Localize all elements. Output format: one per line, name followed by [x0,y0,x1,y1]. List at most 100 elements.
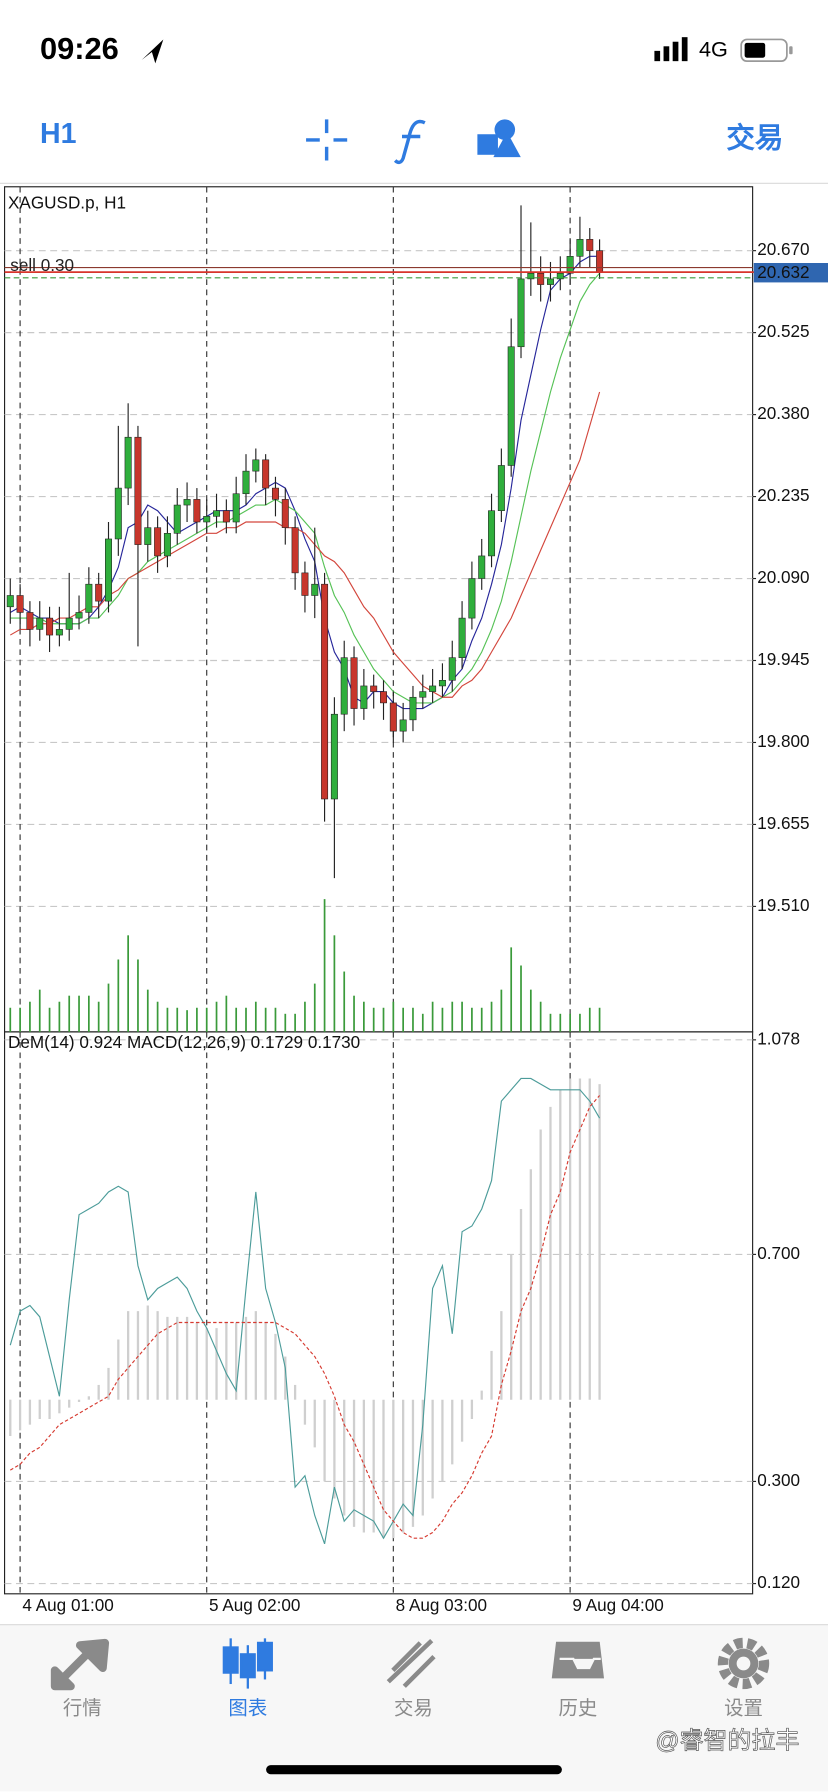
candle-body [193,499,201,523]
y-tick-label: 20.670 [757,239,809,259]
y-tick-label: 0.120 [757,1572,800,1592]
candle-body [6,595,14,608]
bid-label-box [753,262,828,283]
candle-body [566,256,574,274]
nav-icon-history[interactable] [549,1639,607,1681]
candle-body [340,657,348,715]
candle-body [330,713,338,800]
nav-icon-chart[interactable] [222,1638,273,1689]
plot-layer: 20.670 20.525 20.380 20.235 20.090 19.945 19.8… [4,186,828,1615]
candle-body [95,583,103,602]
network-label: 4G [699,37,728,62]
y-tick-label: 20.235 [757,485,809,505]
signal-line [9,1095,601,1539]
candle-body [488,510,496,557]
home-indicator [266,1765,562,1775]
nav-icon-trade[interactable] [386,1638,436,1688]
y-tick-label: 19.800 [757,731,809,751]
nav-label[interactable]: 行情 [63,1697,102,1719]
candle-body [301,572,309,596]
crosshair-button[interactable] [306,119,348,161]
candle-body [389,702,397,732]
x-tick-label: 8 Aug 03:00 [396,1595,487,1615]
candle-body [262,459,270,489]
candle-body [291,527,299,574]
candle-body [134,436,142,545]
y-tick-label: 1.078 [757,1028,800,1048]
status-time: 09:26 [40,31,119,66]
candle-body [183,499,191,506]
candle-body [517,278,525,348]
candle-body [36,617,44,630]
candle-body [546,278,554,285]
battery-icon [740,38,793,63]
y-tick-label: 20.525 [757,321,809,341]
y-tick-label: 0.300 [757,1470,800,1490]
price-pane-frame [3,186,754,1033]
candle-body [46,617,54,636]
y-tick-label: 0.700 [757,1243,800,1263]
y-tick-label: 20.090 [757,567,809,587]
candle-body [537,272,545,285]
x-tick-label: 9 Aug 04:00 [572,1595,663,1615]
objects-button[interactable] [477,119,521,158]
candle-body [497,465,505,511]
candle-body [586,239,594,251]
candle-body [105,538,112,602]
candle-body [507,346,515,466]
candle-body [252,459,260,472]
candle-body [468,578,476,619]
candle-body [429,685,437,692]
nav-bar [0,1624,828,1792]
nav-label[interactable]: 图表 [228,1697,267,1719]
candle-body [203,516,211,523]
candle-body [222,510,230,523]
candle-body [144,527,152,545]
candle-body [576,239,584,257]
candle-body [55,629,63,636]
nav-label[interactable]: 设置 [724,1697,763,1719]
indicators-button[interactable] [393,119,426,165]
nav-label[interactable]: 交易 [394,1697,433,1719]
candle-body [154,527,162,557]
candle-body [281,499,289,528]
candle-body [360,685,368,709]
candle-body [596,250,604,273]
candle-body [448,657,456,681]
trade-button[interactable]: 交易 [726,121,783,154]
location-icon [141,39,164,64]
candle-body [114,487,122,540]
indicator-title: DeM(14) 0.924 MACD(12,26,9) 0.1729 0.173… [8,1032,360,1052]
candle-body [85,583,93,613]
x-tick-label: 5 Aug 02:00 [209,1595,300,1615]
candle-body [438,680,446,687]
nav-icons [50,1637,770,1691]
y-tick-label: 20.380 [757,403,809,423]
candle-body [311,583,319,596]
candle-body [399,719,407,732]
candle-body [16,595,24,613]
candle-body [271,487,279,500]
candle-body [321,583,329,800]
candle-body [232,493,240,523]
nav-label[interactable]: 历史 [558,1697,597,1719]
candle-body [478,555,486,579]
candle-body [26,612,34,630]
nav-icon-quotes[interactable] [50,1638,110,1691]
timeframe-button[interactable]: H1 [40,118,77,150]
x-tick-label: 4 Aug 01:00 [22,1595,113,1615]
bid-label: 20.632 [757,262,809,282]
order-label: sell 0.30 [10,255,74,275]
candle-body [527,272,535,280]
nav-icon-settings[interactable] [717,1637,770,1690]
y-tick-label: 19.510 [757,895,809,915]
candle-body [556,272,564,280]
indicator-pane-frame [3,1031,754,1595]
candle-body [124,436,132,489]
candle-body [458,617,466,658]
candle-body [370,685,378,692]
signal-icon [654,37,688,62]
candle-body [163,533,171,557]
